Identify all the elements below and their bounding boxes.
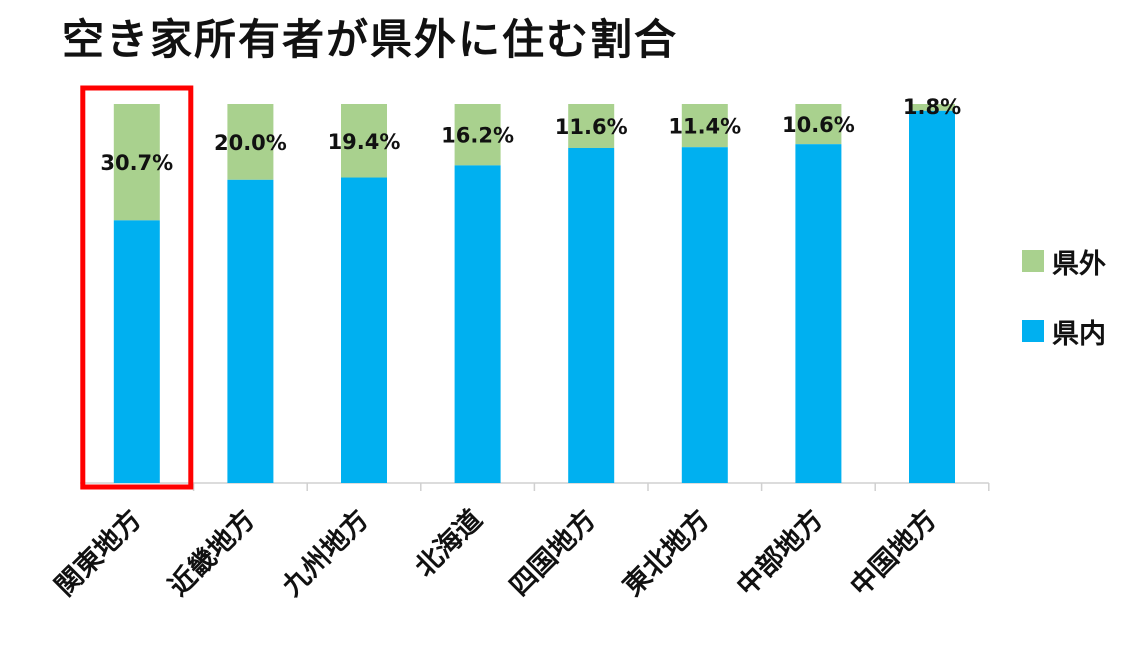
bar-kennai xyxy=(454,165,501,483)
bar-kengai xyxy=(909,104,955,111)
legend-item-kennai: 県内 xyxy=(1022,313,1106,350)
bar-kennai xyxy=(227,179,274,484)
bar-kengai xyxy=(454,104,501,166)
bar-kengai xyxy=(568,104,615,148)
bar-kengai xyxy=(681,104,728,148)
chart-title: 空き家所有者が県外に住む割合 xyxy=(62,15,679,64)
legend-swatch-kengai xyxy=(1022,250,1044,272)
category-label: 東北地方 xyxy=(617,503,716,602)
legend-item-kengai: 県外 xyxy=(1022,243,1106,280)
category-label: 中部地方 xyxy=(730,503,829,602)
legend-label-kennai: 県内 xyxy=(1052,318,1106,350)
bar-kengai xyxy=(227,104,274,180)
category-label: 九州地方 xyxy=(276,503,375,602)
bar-kengai xyxy=(795,104,842,145)
category-label: 中国地方 xyxy=(844,503,943,602)
bar-kennai xyxy=(909,110,955,484)
category-label: 関東地方 xyxy=(49,503,148,602)
data-label: 16.2% xyxy=(441,124,514,148)
data-label: 20.0% xyxy=(214,131,287,155)
data-label: 11.4% xyxy=(668,115,741,139)
legend-swatch-kennai xyxy=(1022,320,1044,342)
bar-kennai xyxy=(341,177,387,483)
bar-kengai xyxy=(341,104,387,178)
legend-label-kengai: 県外 xyxy=(1052,248,1106,280)
category-label: 北海道 xyxy=(409,503,489,583)
bar-kengai xyxy=(113,104,160,221)
bar-kennai xyxy=(113,220,160,483)
legend: 県外 県内 xyxy=(1022,243,1106,383)
highlight-box xyxy=(80,85,194,490)
data-label: 1.8% xyxy=(903,95,961,119)
bar-kennai xyxy=(568,147,615,484)
data-label: 30.7% xyxy=(100,151,173,175)
data-label: 11.6% xyxy=(555,115,628,139)
chart-area: 30.7% 関東地方 20.0% 近畿地方 19.4% 九州地方 16.2% 北海道 11.6%… xyxy=(49,85,990,602)
category-label: 四国地方 xyxy=(503,503,602,602)
category-label: 近畿地方 xyxy=(162,503,261,602)
bar-kennai xyxy=(795,144,842,483)
bar-kennai xyxy=(681,147,728,483)
data-label: 19.4% xyxy=(328,130,401,154)
data-label: 10.6% xyxy=(782,113,855,137)
